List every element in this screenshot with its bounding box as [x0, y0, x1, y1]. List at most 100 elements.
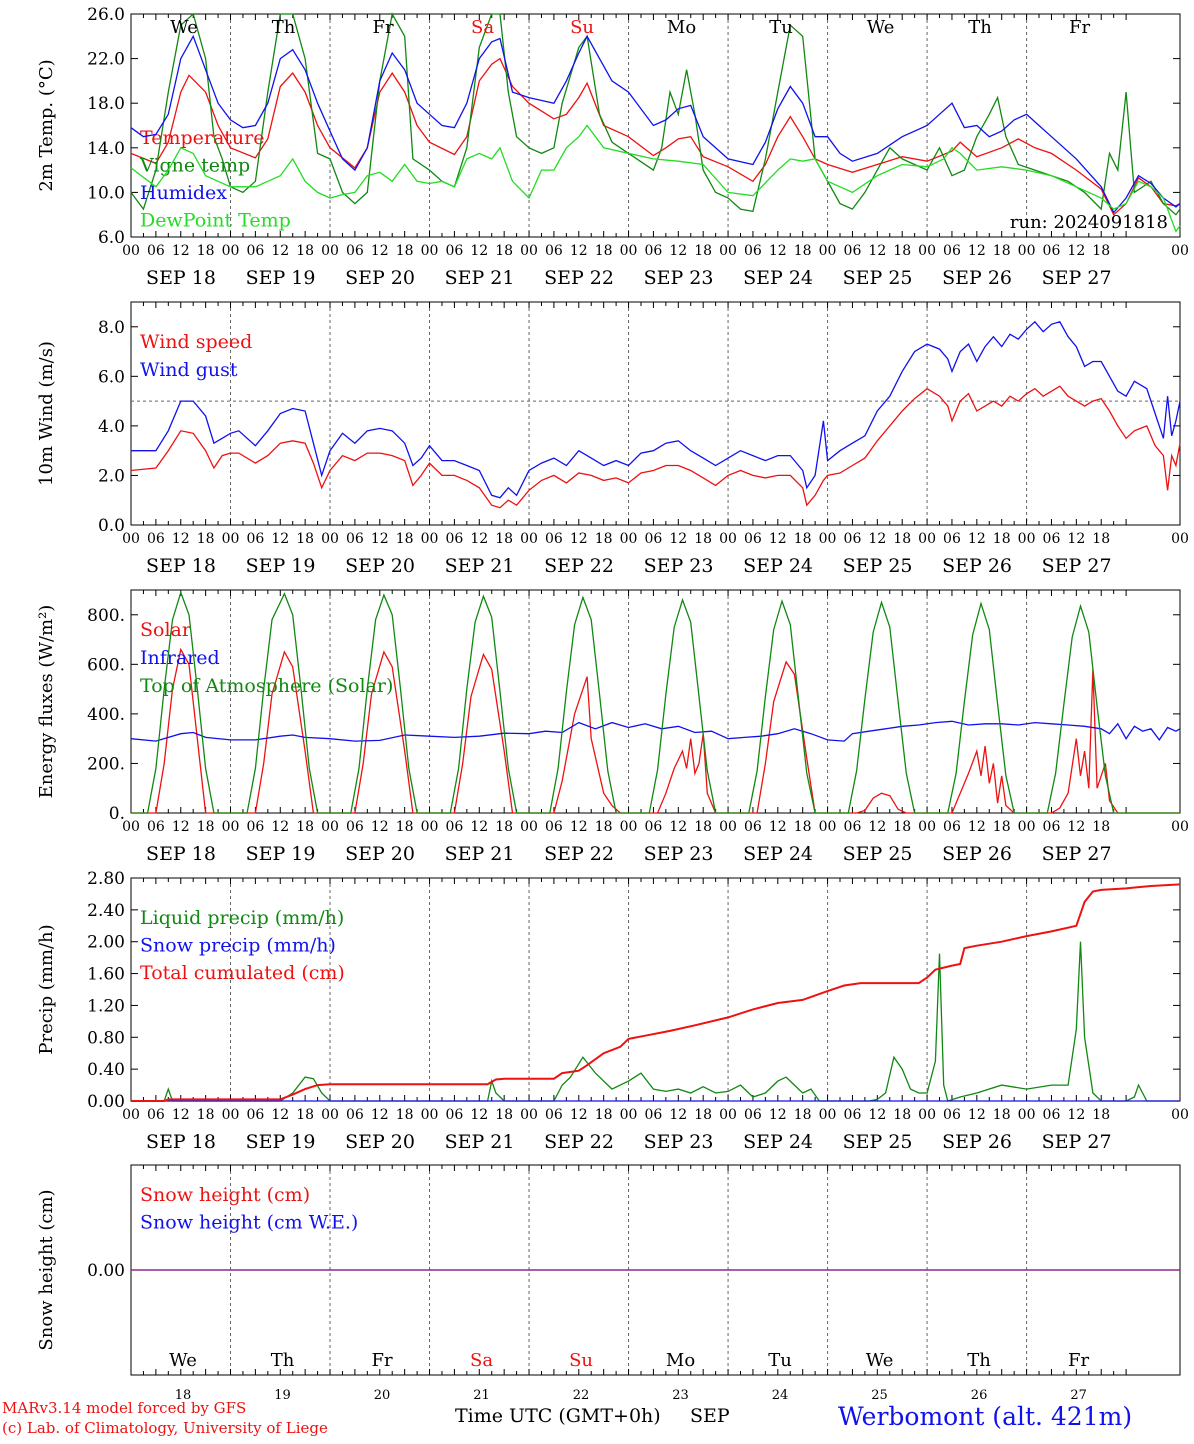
legend-entry: Wind speed — [140, 331, 252, 353]
hour-tick-label: 06 — [645, 1107, 663, 1123]
y-tick-label: 1.20 — [87, 996, 125, 1016]
hour-tick-label: 06 — [545, 819, 563, 835]
panel-energy: 0. 200. 400. 600. 800. Energy fluxes (W/m²) So… — [36, 589, 1189, 865]
hour-tick-label: 18 — [595, 531, 613, 547]
panel-temp: 6.0 10.0 14.0 18.0 22.0 26.0 2m Temp. (°C) Temp… — [36, 5, 1189, 289]
hour-tick-label: 12 — [968, 531, 986, 547]
day-number-label: 19 — [274, 1388, 291, 1403]
hour-tick-label: 00 — [222, 243, 240, 259]
hour-tick-label: 00 — [918, 819, 936, 835]
hour-tick-label: 06 — [246, 243, 264, 259]
date-label: SEP 26 — [942, 843, 1012, 865]
legend-entry: Snow precip (mm/h) — [140, 935, 336, 957]
weekday-label: Su — [570, 17, 594, 38]
hour-tick-label: 12 — [271, 819, 289, 835]
hour-tick-label: 18 — [197, 1107, 215, 1123]
hour-tick-label: 06 — [1043, 819, 1061, 835]
date-label: SEP 24 — [743, 843, 813, 865]
hour-tick-label: 12 — [570, 243, 588, 259]
legend-entry: Vigne temp — [139, 155, 250, 177]
hour-tick-label: 18 — [296, 243, 314, 259]
legend-entry: Solar — [140, 619, 192, 641]
hour-tick-label: 06 — [844, 243, 862, 259]
hour-tick-label: 00 — [122, 1107, 140, 1123]
legend-entry: Snow height (cm) — [140, 1184, 310, 1206]
hour-tick-label: 06 — [147, 1107, 165, 1123]
y-tick-label: 6.0 — [98, 228, 125, 248]
hour-tick-label: 00 — [1018, 819, 1036, 835]
hour-tick-label: 12 — [470, 243, 488, 259]
date-label: SEP 20 — [345, 267, 415, 289]
hour-tick-label: 06 — [445, 531, 463, 547]
hour-tick-label: 00 — [620, 531, 638, 547]
hour-tick-label: 00 — [421, 531, 439, 547]
hour-tick-label: 06 — [943, 243, 961, 259]
hour-tick-label: 12 — [669, 243, 687, 259]
series-line — [130, 124, 1181, 233]
hour-tick-label: 18 — [794, 1107, 812, 1123]
day-number-label: 18 — [175, 1388, 192, 1403]
time-axis-label: Time UTC (GMT+0h) — [455, 1405, 661, 1427]
hour-tick-label: 00 — [321, 1107, 339, 1123]
hour-tick-label: 06 — [246, 531, 264, 547]
hour-tick-label: 12 — [371, 819, 389, 835]
hour-tick-label: 00 — [819, 819, 837, 835]
y-tick-label: 8.0 — [98, 318, 125, 338]
date-label: SEP 27 — [1042, 843, 1112, 865]
hour-tick-label: 12 — [570, 1107, 588, 1123]
weekday-label: Sa — [471, 17, 494, 38]
hour-tick-label: 00 — [1171, 531, 1189, 547]
hour-tick-label: 06 — [943, 819, 961, 835]
legend-entry: Total cumulated (cm) — [140, 962, 345, 984]
hour-tick-label: 18 — [1092, 819, 1110, 835]
hour-tick-label: 12 — [1067, 1107, 1085, 1123]
date-label: SEP 23 — [644, 1131, 714, 1153]
date-label: SEP 26 — [942, 267, 1012, 289]
hour-tick-label: 12 — [669, 819, 687, 835]
date-label: SEP 24 — [743, 1131, 813, 1153]
date-label: SEP 19 — [246, 843, 316, 865]
hour-tick-label: 06 — [445, 1107, 463, 1123]
hour-tick-label: 00 — [1171, 1107, 1189, 1123]
y-axis-label: Energy fluxes (W/m²) — [36, 605, 57, 799]
legend-entry: Temperature — [140, 127, 264, 149]
hour-tick-label: 12 — [470, 1107, 488, 1123]
hour-tick-label: 18 — [595, 1107, 613, 1123]
date-label: SEP 27 — [1042, 1131, 1112, 1153]
plot-frame — [130, 13, 1181, 238]
hour-tick-label: 00 — [321, 531, 339, 547]
hour-tick-label: 06 — [744, 531, 762, 547]
hour-tick-label: 00 — [321, 819, 339, 835]
weekday-label: Fr — [1068, 1350, 1089, 1371]
hour-tick-label: 00 — [122, 243, 140, 259]
hour-tick-label: 00 — [819, 243, 837, 259]
hour-tick-label: 06 — [1043, 531, 1061, 547]
legend-entry: Snow height (cm W.E.) — [140, 1212, 358, 1234]
y-axis-label: Precip (mm/h) — [36, 924, 57, 1054]
hour-tick-label: 18 — [893, 819, 911, 835]
hour-tick-label: 06 — [346, 1107, 364, 1123]
hour-tick-label: 00 — [421, 243, 439, 259]
hour-tick-label: 06 — [844, 531, 862, 547]
hour-tick-label: 12 — [868, 243, 886, 259]
hour-tick-label: 00 — [1018, 1107, 1036, 1123]
hour-tick-label: 06 — [246, 1107, 264, 1123]
day-number-label: 26 — [971, 1388, 988, 1403]
y-tick-label: 6.0 — [98, 367, 125, 387]
hour-tick-label: 12 — [868, 819, 886, 835]
hour-tick-label: 06 — [147, 531, 165, 547]
weekday-label: We — [866, 1350, 894, 1371]
hour-tick-label: 00 — [719, 819, 737, 835]
date-label: SEP 18 — [146, 843, 216, 865]
y-tick-label: 0.00 — [87, 1092, 125, 1112]
weekday-label: Sa — [470, 1350, 493, 1371]
hour-tick-label: 18 — [197, 531, 215, 547]
panel-precip: 0.00 0.40 0.80 1.20 1.60 2.00 2.40 2.80 Precip (… — [36, 869, 1189, 1153]
y-axis-label: Snow height (cm) — [36, 1189, 57, 1350]
legend-entry: Liquid precip (mm/h) — [140, 907, 344, 929]
weekday-label: Th — [272, 17, 296, 38]
hour-tick-label: 18 — [396, 243, 414, 259]
hour-tick-label: 06 — [346, 531, 364, 547]
weekday-label: Tu — [769, 17, 793, 38]
